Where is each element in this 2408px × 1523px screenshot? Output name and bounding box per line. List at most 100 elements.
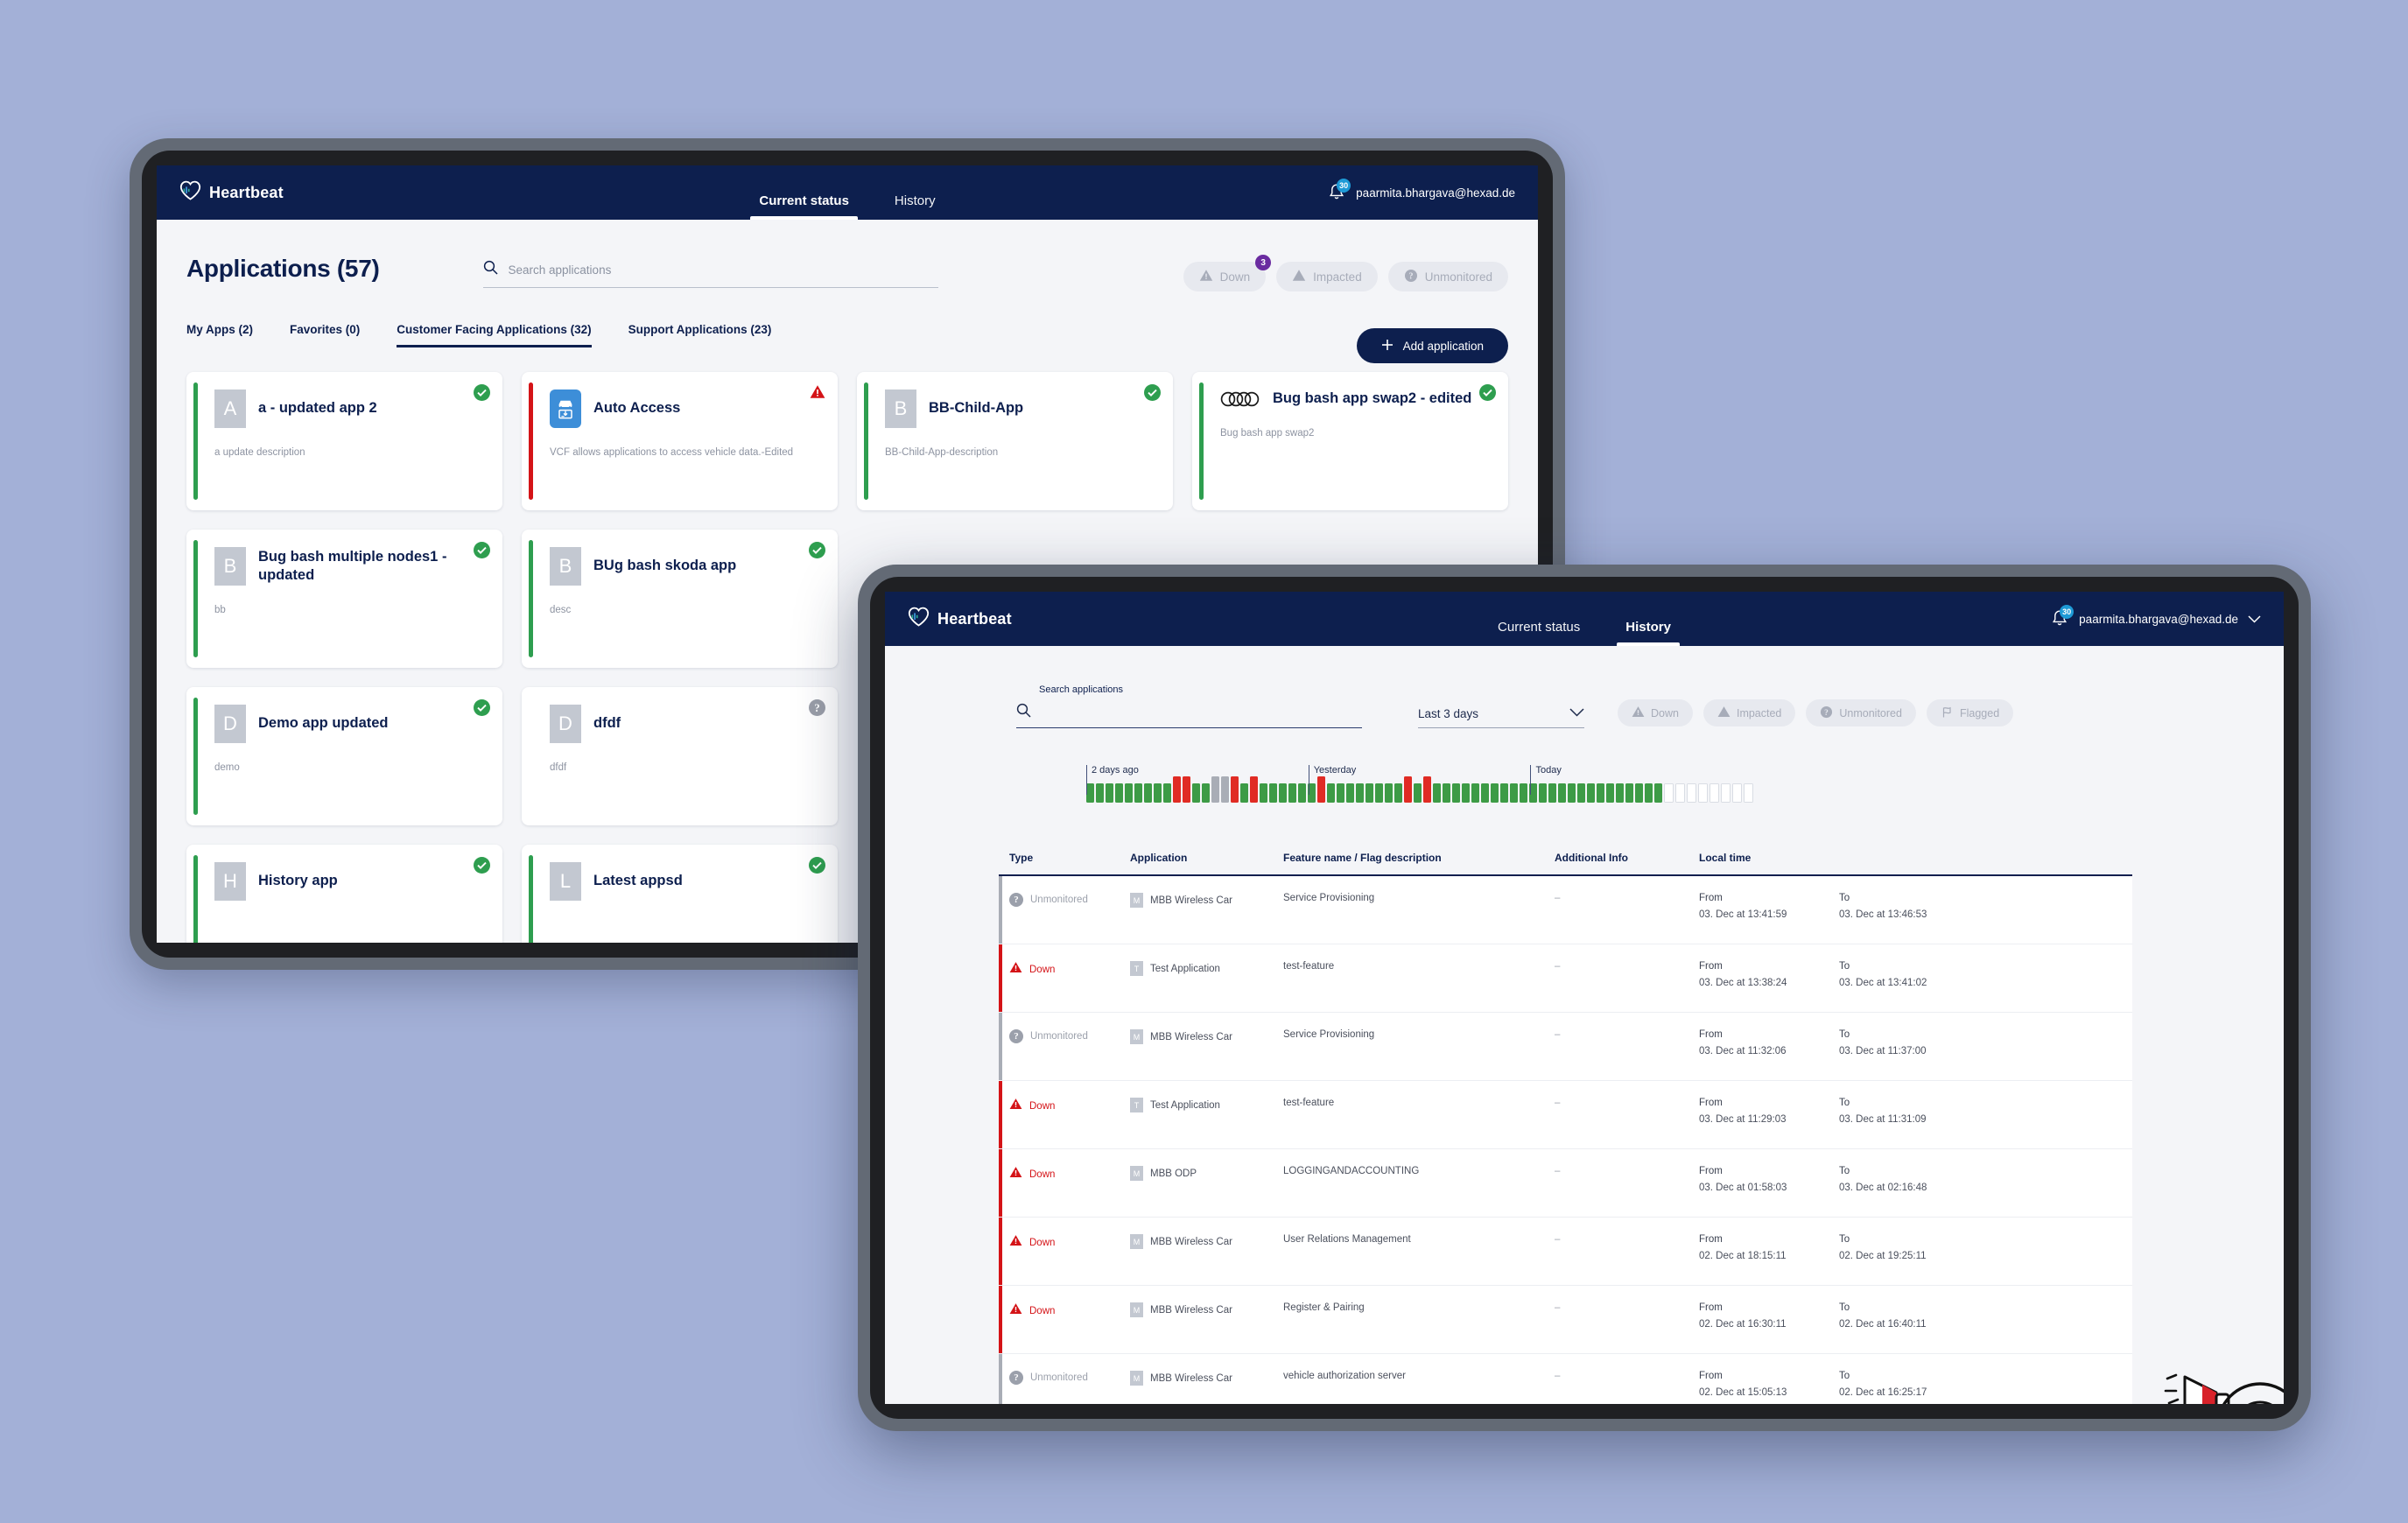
- timeline-bar[interactable]: [1288, 783, 1296, 803]
- timeline-bar[interactable]: [1308, 783, 1316, 803]
- timeline-bar[interactable]: [1587, 783, 1595, 803]
- timeline-bar[interactable]: [1664, 783, 1674, 803]
- timeline-bar[interactable]: [1279, 783, 1287, 803]
- timeline-bar[interactable]: [1471, 783, 1479, 803]
- nav-tab-current-status-w2[interactable]: Current status: [1498, 620, 1581, 635]
- chip-unmonitored-w1[interactable]: ? Unmonitored: [1387, 262, 1508, 291]
- timeline-bar[interactable]: [1134, 783, 1142, 803]
- app-card[interactable]: ? D dfdf dfdf: [522, 687, 838, 825]
- brand-logo-w2[interactable]: Heartbeat: [885, 607, 1012, 631]
- timeline-bar[interactable]: [1337, 783, 1344, 803]
- app-card[interactable]: D Demo app updated demo: [186, 687, 502, 825]
- table-row[interactable]: Down M MBB Wireless Car Register & Pairing –…: [999, 1286, 2132, 1354]
- timeline-bar[interactable]: [1269, 783, 1277, 803]
- timeline-bar[interactable]: [1115, 783, 1123, 803]
- timeline-bar[interactable]: [1606, 783, 1614, 803]
- timeline-bar[interactable]: [1529, 783, 1537, 803]
- timeline-bar[interactable]: [1654, 783, 1662, 803]
- timeline-bar[interactable]: [1231, 776, 1239, 803]
- subtab-my-apps[interactable]: My Apps (2): [186, 323, 254, 336]
- timeline-bar[interactable]: [1096, 783, 1104, 803]
- user-email-w2[interactable]: paarmita.bhargava@hexad.de: [2079, 612, 2238, 626]
- timeline-bar[interactable]: [1709, 783, 1719, 803]
- app-card[interactable]: B Bug bash multiple nodes1 - updated bb: [186, 530, 502, 668]
- subtab-support-applications[interactable]: Support Applications (23): [628, 323, 772, 336]
- timeline-bar[interactable]: [1346, 783, 1354, 803]
- search-input-w1[interactable]: Search applications: [508, 263, 612, 277]
- timeline-bar[interactable]: [1106, 783, 1113, 803]
- chip-flagged-w2[interactable]: Flagged: [1926, 699, 2014, 726]
- timeline-bar[interactable]: [1698, 783, 1708, 803]
- timeline-bar[interactable]: [1577, 783, 1585, 803]
- app-card[interactable]: H History app: [186, 845, 502, 943]
- timeline-bar[interactable]: [1548, 783, 1556, 803]
- subtab-customer-facing-applications[interactable]: Customer Facing Applications (32): [397, 323, 592, 347]
- table-row[interactable]: Down T Test Application test-feature – From 03…: [999, 944, 2132, 1013]
- chevron-down-icon[interactable]: [2248, 613, 2261, 625]
- timeline-bar[interactable]: [1375, 783, 1383, 803]
- timeline-bar[interactable]: [1365, 783, 1373, 803]
- chip-unmonitored-w2[interactable]: ? Unmonitored: [1806, 699, 1916, 726]
- table-row[interactable]: Down T Test Application test-feature – From 03…: [999, 1081, 2132, 1149]
- timeline-bars[interactable]: [1086, 776, 1753, 803]
- timeline-bar[interactable]: [1221, 776, 1229, 803]
- timeline-bar[interactable]: [1645, 783, 1653, 803]
- timeline-bar[interactable]: [1202, 783, 1210, 803]
- timeline-bar[interactable]: [1317, 776, 1325, 803]
- chip-impacted-w2[interactable]: Impacted: [1702, 699, 1796, 726]
- timeline-bar[interactable]: [1327, 783, 1335, 803]
- timeline-bar[interactable]: [1462, 783, 1470, 803]
- timeline-bar[interactable]: [1500, 783, 1508, 803]
- table-row[interactable]: Down M MBB ODP LOGGINGANDACCOUNTING – From 03.…: [999, 1149, 2132, 1218]
- app-card[interactable]: B BB-Child-App BB-Child-App-description: [857, 372, 1173, 510]
- timeline-bar[interactable]: [1423, 776, 1431, 803]
- app-card[interactable]: B BUg bash skoda app desc: [522, 530, 838, 668]
- nav-tab-current-status-w1[interactable]: Current status: [750, 193, 858, 220]
- timeline-bar[interactable]: [1260, 783, 1267, 803]
- timeline-bar[interactable]: [1510, 783, 1518, 803]
- table-row[interactable]: ? Unmonitored M MBB Wireless Car Service Pro…: [999, 1013, 2132, 1081]
- time-range-select[interactable]: Last 3 days: [1418, 705, 1584, 728]
- notifications-button-w2[interactable]: 30: [2050, 605, 2075, 629]
- timeline-bar[interactable]: [1597, 783, 1604, 803]
- timeline-bar[interactable]: [1568, 783, 1576, 803]
- timeline-bar[interactable]: [1183, 776, 1190, 803]
- nav-tab-history-w2[interactable]: History: [1617, 620, 1680, 646]
- chip-down-w1[interactable]: Down 3: [1183, 255, 1272, 291]
- timeline-bar[interactable]: [1520, 783, 1527, 803]
- app-card[interactable]: A a - updated app 2 a update description: [186, 372, 502, 510]
- timeline-bar[interactable]: [1732, 783, 1742, 803]
- timeline-bar[interactable]: [1675, 783, 1685, 803]
- timeline-bar[interactable]: [1211, 776, 1219, 803]
- timeline-bar[interactable]: [1240, 783, 1248, 803]
- app-card[interactable]: Auto Access VCF allows applications to a…: [522, 372, 838, 510]
- chip-down-w2[interactable]: Down: [1618, 699, 1693, 726]
- timeline-bar[interactable]: [1356, 783, 1364, 803]
- timeline-bar[interactable]: [1173, 776, 1181, 803]
- timeline-bar[interactable]: [1481, 783, 1489, 803]
- table-row[interactable]: Down M MBB Wireless Car User Relations Mana…: [999, 1218, 2132, 1286]
- app-card[interactable]: Bug bash app swap2 - edited Bug bash app…: [1192, 372, 1508, 510]
- timeline-bar[interactable]: [1744, 783, 1753, 803]
- timeline-bar[interactable]: [1385, 783, 1393, 803]
- timeline-bar[interactable]: [1539, 783, 1547, 803]
- timeline-bar[interactable]: [1433, 783, 1441, 803]
- table-row[interactable]: ? Unmonitored M MBB Wireless Car Service Pro…: [999, 876, 2132, 944]
- timeline-bar[interactable]: [1625, 783, 1633, 803]
- timeline-bar[interactable]: [1491, 783, 1499, 803]
- timeline-bar[interactable]: [1394, 783, 1402, 803]
- app-card[interactable]: L Latest appsd: [522, 845, 838, 943]
- timeline-bar[interactable]: [1192, 783, 1200, 803]
- timeline-bar[interactable]: [1414, 783, 1422, 803]
- search-applications-w1[interactable]: Search applications: [482, 255, 938, 288]
- user-email-w1[interactable]: paarmita.bhargava@hexad.de: [1356, 186, 1515, 200]
- subtab-favorites[interactable]: Favorites (0): [290, 323, 361, 336]
- timeline-bar[interactable]: [1443, 783, 1450, 803]
- timeline-bar[interactable]: [1635, 783, 1643, 803]
- timeline-bar[interactable]: [1298, 783, 1306, 803]
- timeline-bar[interactable]: [1687, 783, 1696, 803]
- timeline-bar[interactable]: [1616, 783, 1624, 803]
- notifications-button-w1[interactable]: 30: [1327, 179, 1351, 203]
- add-application-button[interactable]: Add application: [1356, 328, 1508, 363]
- brand-logo-w1[interactable]: Heartbeat: [157, 180, 284, 205]
